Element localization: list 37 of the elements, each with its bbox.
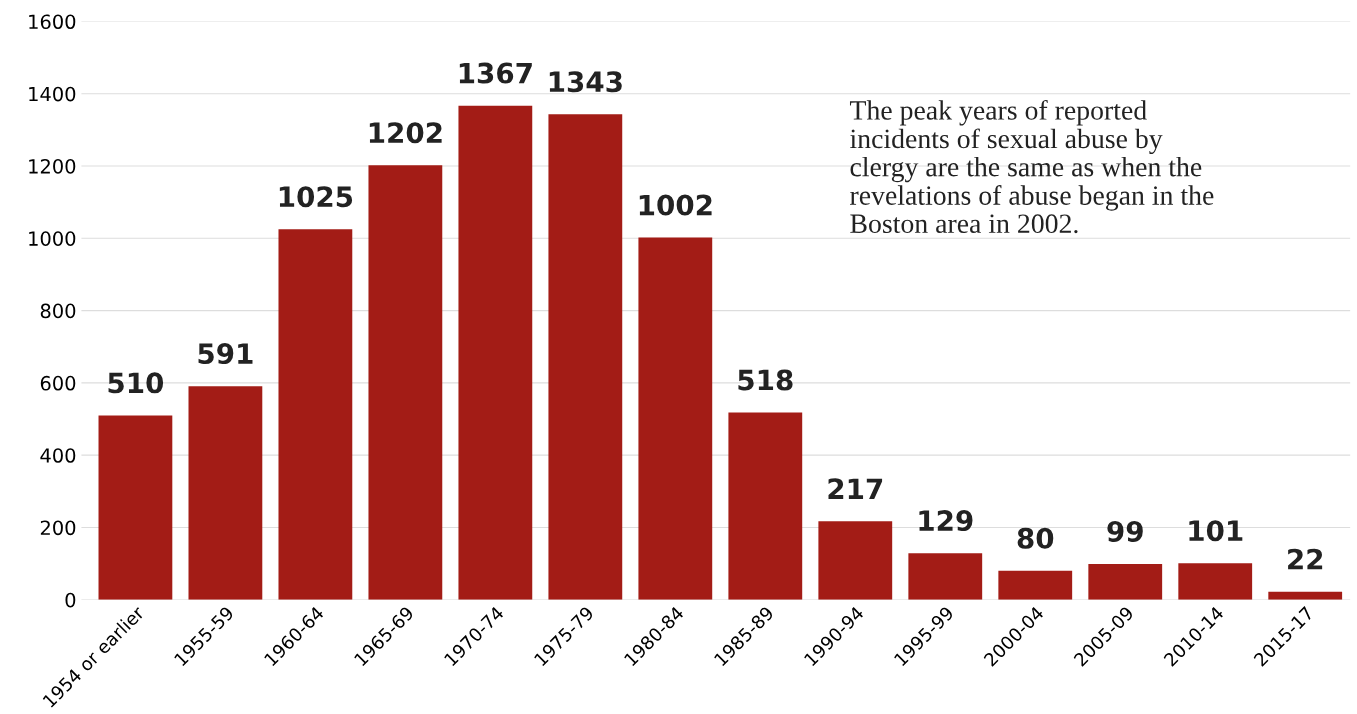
y-tick-label: 600 [40,375,76,391]
data-label: 1343 [549,71,622,93]
data-label: 101 [1189,520,1243,542]
data-label: 1202 [369,122,442,144]
bar [368,165,443,600]
bar [1088,563,1163,600]
data-label: 510 [108,372,164,394]
data-label: 99 [1107,520,1143,542]
data-label: 1002 [639,194,712,216]
bar [278,229,353,600]
bar [188,386,263,600]
data-label: 217 [828,478,883,499]
y-tick-label: 1200 [29,158,76,174]
bar [908,553,983,600]
y-tick-label: 1600 [29,14,76,30]
bar [458,105,533,600]
data-label: 518 [738,369,793,391]
data-label: 1367 [459,62,532,84]
annotation: The peak years of reported incidents of sexual abuse by clergy are the same as when the revelations of abuse began in the Boston area in 2002. [849,99,1214,234]
y-tick-label: 1000 [29,231,76,246]
bar [818,521,893,600]
y-tick-label: 200 [40,520,76,536]
bar [728,412,803,600]
y-tick-label: 0 [65,592,76,608]
data-label: 22 [1288,548,1323,570]
data-label: 591 [198,343,253,365]
bar [638,237,713,600]
bar [548,114,623,600]
data-label: 1025 [279,186,353,208]
y-tick-label: 400 [40,448,76,463]
y-tick-label: 1400 [29,86,76,102]
data-label: 80 [1017,527,1054,549]
data-label: 129 [919,510,973,532]
bar [98,415,173,600]
bar [1178,563,1253,600]
y-tick-label: 800 [40,303,76,319]
bar [998,570,1073,600]
